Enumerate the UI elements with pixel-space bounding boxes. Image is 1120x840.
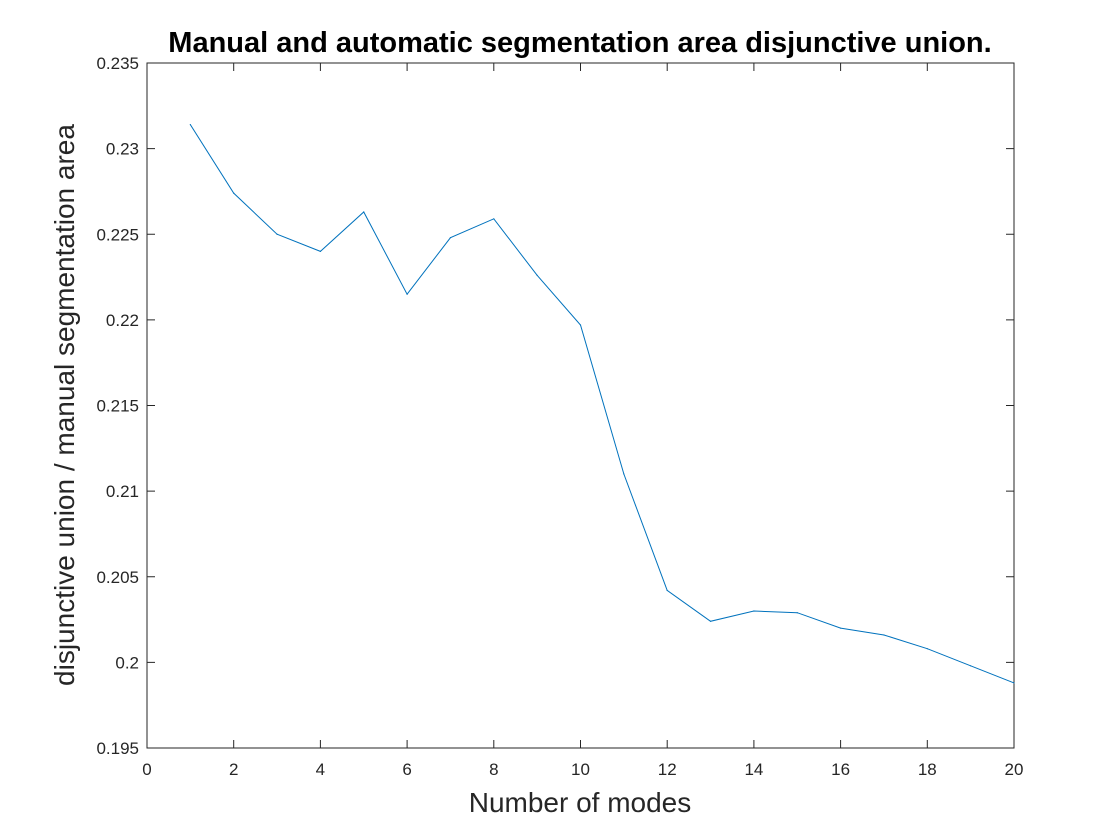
x-tick-label: 8 (489, 760, 498, 779)
x-tick-label: 12 (658, 760, 677, 779)
data-point (319, 250, 321, 252)
x-axis-title: Number of modes (469, 787, 692, 818)
y-axis-title: disjunctive union / manual segmentation … (49, 124, 80, 686)
x-axis-tick-labels: 0 2 4 6 8 10 12 14 16 18 20 (142, 760, 1023, 779)
data-point (189, 124, 191, 126)
data-point (449, 237, 452, 239)
x-tick-label: 0 (142, 760, 151, 779)
y-tick-label: 0.23 (106, 140, 139, 159)
x-tick-label: 4 (316, 760, 325, 779)
plot-area (146, 62, 1015, 749)
y-tick-label: 0.215 (96, 397, 139, 416)
y-tick-label: 0.235 (96, 54, 139, 73)
data-point (796, 612, 798, 614)
data-point (709, 620, 712, 622)
chart-title: Manual and automatic segmentation area d… (168, 27, 991, 59)
y-tick-label: 0.225 (96, 225, 139, 244)
x-tick-label: 18 (918, 760, 937, 779)
data-point (493, 218, 495, 220)
data-point (926, 648, 928, 650)
data-point (883, 634, 885, 636)
y-tick-label: 0.205 (96, 568, 139, 587)
data-point (753, 610, 755, 612)
x-tick-label: 2 (229, 760, 238, 779)
x-tick-label: 16 (831, 760, 850, 779)
x-axis-ticks (146, 63, 1015, 748)
data-point (579, 324, 582, 326)
data-point (536, 274, 538, 276)
series-line-0 (189, 124, 1015, 684)
data-point (623, 473, 625, 475)
y-tick-label: 0.22 (106, 311, 139, 330)
y-axis-ticks (147, 62, 1014, 749)
y-axis-tick-labels: 0.195 0.2 0.205 0.21 0.215 0.22 0.225 0.23 0.235 (96, 54, 139, 758)
data-point (406, 293, 408, 295)
data-point (1013, 682, 1015, 684)
axes-box (146, 62, 1015, 749)
data-point (276, 233, 278, 235)
data-point (840, 627, 842, 629)
x-tick-label: 20 (1005, 760, 1024, 779)
y-tick-label: 0.195 (96, 739, 139, 758)
data-point (363, 211, 365, 213)
data-point (666, 589, 668, 592)
y-tick-label: 0.2 (115, 653, 139, 672)
data-point (970, 665, 972, 667)
data-point (233, 192, 235, 194)
x-tick-label: 10 (571, 760, 590, 779)
y-tick-label: 0.21 (106, 482, 139, 501)
x-tick-label: 14 (744, 760, 763, 779)
series-layer (189, 124, 1015, 684)
x-tick-label: 6 (402, 760, 411, 779)
